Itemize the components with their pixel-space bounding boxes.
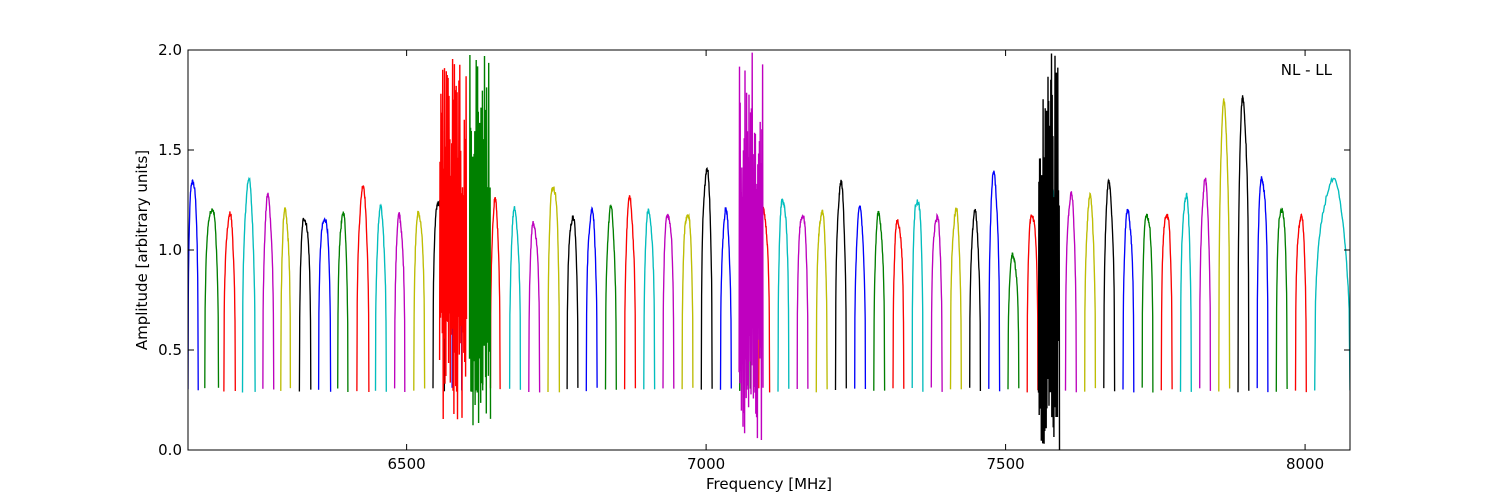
spectral-window-line — [393, 212, 406, 393]
y-tick-label: 0.0 — [158, 441, 182, 459]
spectral-window-line — [1141, 213, 1154, 393]
spectral-window-line — [188, 179, 199, 391]
spectral-window-line — [1256, 176, 1269, 393]
rfi-spike-line — [1037, 53, 1061, 450]
spectral-window-line — [911, 199, 924, 392]
spectral-window-line — [317, 217, 332, 392]
spectral-window-line — [873, 210, 886, 391]
spectral-window-line — [241, 176, 256, 393]
spectral-window-line — [508, 206, 522, 390]
spectral-window-line — [223, 211, 236, 392]
spectral-window-line — [566, 215, 579, 390]
spectral-window-line — [1084, 192, 1097, 392]
spectral-window-line — [604, 203, 617, 390]
spectral-window-line — [1275, 207, 1288, 392]
spectral-window-line — [298, 217, 312, 392]
spectral-window-line — [204, 208, 220, 389]
spectral-window-line — [337, 211, 349, 393]
series-layer — [188, 95, 1350, 393]
spectral-window-line — [1064, 191, 1077, 393]
rfi-spike-line — [738, 52, 764, 441]
spectral-window-line — [777, 198, 790, 392]
spectral-window-line — [643, 208, 656, 390]
rfi-layer — [438, 52, 1061, 450]
rfi-spike-line — [468, 54, 492, 426]
spectral-window-line — [662, 213, 675, 389]
spectral-window-line — [1294, 213, 1307, 393]
spectral-window-line — [413, 210, 426, 391]
spectral-window-line — [834, 179, 847, 391]
spectral-window-line — [356, 185, 370, 393]
spectral-window-line — [892, 219, 905, 389]
spectral-window-line — [374, 203, 387, 392]
x-axis: 6500 7000 7500 8000 — [388, 50, 1324, 473]
spectral-window-line — [262, 192, 275, 390]
spectral-window-line — [1122, 208, 1135, 393]
y-tick-label: 0.5 — [158, 341, 182, 359]
spectral-window-line — [585, 206, 598, 392]
spectral-window-line — [280, 207, 292, 391]
spectral-window-line — [949, 207, 962, 390]
spectral-window-line — [623, 195, 637, 390]
x-tick-label: 7500 — [986, 455, 1024, 473]
spectral-window-line — [1103, 178, 1116, 392]
spectral-window-line — [1160, 213, 1173, 391]
x-axis-label: Frequency [MHz] — [706, 475, 832, 493]
y-axis-label: Amplitude [arbitrary units] — [133, 150, 151, 350]
spectral-window-line — [1199, 177, 1212, 391]
spectral-window-line — [815, 209, 828, 393]
spectral-window-line — [489, 197, 501, 390]
spectral-window-line — [719, 207, 732, 390]
y-tick-label: 1.5 — [158, 141, 182, 159]
spectral-window-line — [528, 221, 541, 393]
y-tick-label: 2.0 — [158, 41, 182, 59]
spectral-window-line — [1237, 95, 1250, 393]
spectral-window-line — [1007, 252, 1020, 390]
spectral-window-line — [969, 208, 982, 392]
spectral-window-line — [547, 186, 561, 393]
y-tick-label: 1.0 — [158, 241, 182, 259]
spectral-window-line — [681, 213, 694, 390]
spectral-window-line — [854, 205, 867, 390]
spectral-window-line — [1026, 214, 1039, 393]
panel-annotation: NL - LL — [1281, 61, 1333, 79]
x-tick-label: 7000 — [687, 455, 725, 473]
spectral-window-line — [930, 212, 943, 392]
x-tick-label: 8000 — [1286, 455, 1324, 473]
spectral-window-line — [988, 170, 1001, 392]
x-tick-label: 6500 — [388, 455, 426, 473]
spectral-window-line — [1314, 176, 1350, 391]
spectral-window-line — [700, 167, 713, 390]
spectral-window-line — [1218, 98, 1231, 392]
y-axis: 0.0 0.5 1.0 1.5 2.0 — [158, 41, 1350, 459]
rfi-spike-line — [438, 58, 468, 420]
spectral-window-line — [796, 213, 809, 390]
spectral-window-line — [1179, 192, 1192, 392]
